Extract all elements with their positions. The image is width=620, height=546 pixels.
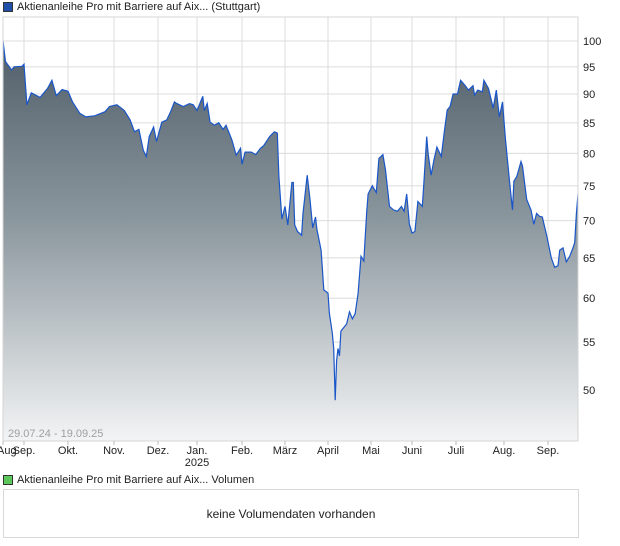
x-tick-label: Aug. — [493, 445, 516, 457]
y-tick-label: 55 — [583, 337, 595, 349]
x-tick-label: Aug — [0, 445, 17, 457]
x-tick-label: März — [273, 445, 297, 457]
y-tick-label: 70 — [583, 216, 595, 228]
x-tick-year: 2025 — [185, 457, 209, 469]
volume-panel: keine Volumendaten vorhanden — [3, 489, 579, 538]
x-tick-label: Sep. — [537, 445, 560, 457]
volume-legend: Aktienanleihe Pro mit Barriere auf Aix..… — [3, 474, 254, 486]
y-tick-label: 75 — [583, 181, 595, 193]
price-legend-swatch — [3, 2, 13, 12]
price-legend-label: Aktienanleihe Pro mit Barriere auf Aix..… — [17, 1, 261, 13]
x-tick-label: Feb. — [231, 445, 253, 457]
x-tick-label: Juli — [448, 445, 465, 457]
x-tick-label: Dez. — [147, 445, 170, 457]
x-tick-label: Juni — [402, 445, 422, 457]
volume-legend-label: Aktienanleihe Pro mit Barriere auf Aix..… — [17, 474, 255, 486]
date-range-label: 29.07.24 - 19.09.25 — [8, 428, 103, 440]
x-tick-label: Nov. — [103, 445, 125, 457]
price-area — [3, 41, 578, 441]
y-tick-label: 95 — [583, 62, 595, 74]
y-tick-label: 80 — [583, 148, 595, 160]
price-legend: Aktienanleihe Pro mit Barriere auf Aix..… — [3, 1, 260, 13]
price-line — [2, 40, 579, 401]
x-tick-label: Okt. — [58, 445, 78, 457]
x-tick-label: April — [317, 445, 339, 457]
y-tick-label: 60 — [583, 293, 595, 305]
y-tick-label: 90 — [583, 89, 595, 101]
x-tick-label: Sep. — [13, 445, 36, 457]
y-tick-label: 65 — [583, 253, 595, 265]
y-tick-label: 50 — [583, 385, 595, 397]
plot-frame — [2, 16, 579, 442]
volume-legend-swatch — [3, 475, 13, 485]
volume-empty-message: keine Volumendaten vorhanden — [206, 506, 376, 521]
x-tick-label: Mai — [362, 445, 380, 457]
x-tick-label: Jan. — [187, 445, 208, 457]
y-tick-label: 100 — [583, 36, 601, 48]
y-tick-label: 85 — [583, 118, 595, 130]
